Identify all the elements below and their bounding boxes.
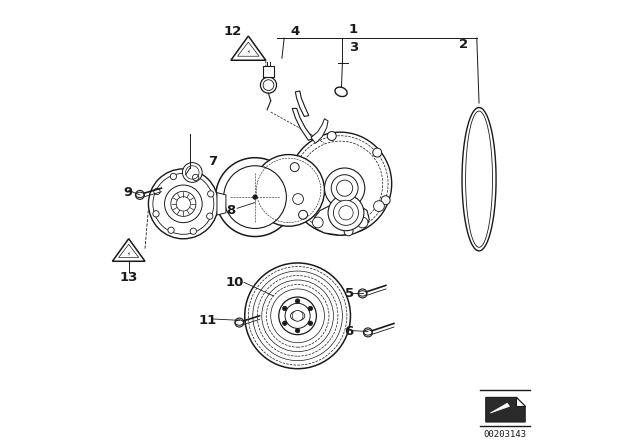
Text: 13: 13	[119, 271, 138, 284]
Circle shape	[364, 328, 372, 337]
Circle shape	[296, 328, 300, 333]
Circle shape	[308, 306, 313, 311]
Polygon shape	[311, 119, 328, 143]
Circle shape	[332, 175, 358, 202]
Circle shape	[327, 132, 336, 141]
Text: 2: 2	[459, 38, 468, 52]
Circle shape	[193, 174, 199, 181]
Polygon shape	[462, 108, 496, 251]
Polygon shape	[231, 36, 266, 60]
Text: 5: 5	[344, 287, 354, 300]
Circle shape	[374, 201, 385, 211]
Circle shape	[285, 303, 310, 328]
Circle shape	[253, 195, 257, 199]
Text: 1: 1	[349, 22, 358, 36]
Circle shape	[224, 166, 287, 228]
Circle shape	[190, 228, 196, 234]
Circle shape	[339, 206, 353, 220]
Circle shape	[279, 297, 316, 335]
Circle shape	[207, 213, 213, 219]
Text: 7: 7	[208, 155, 217, 168]
Circle shape	[296, 299, 300, 303]
Circle shape	[372, 148, 381, 157]
Text: ⚡: ⚡	[246, 50, 250, 55]
Text: 3: 3	[349, 40, 358, 54]
Ellipse shape	[136, 192, 144, 198]
Circle shape	[170, 173, 177, 180]
Circle shape	[253, 155, 324, 226]
Circle shape	[308, 321, 313, 325]
Circle shape	[148, 169, 218, 239]
Text: 6: 6	[344, 325, 354, 338]
Circle shape	[153, 211, 159, 217]
Polygon shape	[516, 397, 525, 406]
Polygon shape	[113, 239, 145, 261]
Circle shape	[358, 289, 367, 298]
Ellipse shape	[364, 330, 372, 335]
Circle shape	[136, 190, 145, 199]
Circle shape	[235, 318, 244, 327]
Polygon shape	[296, 91, 309, 116]
Circle shape	[282, 321, 287, 325]
Circle shape	[381, 196, 390, 205]
Ellipse shape	[291, 311, 305, 321]
Polygon shape	[315, 204, 369, 235]
Circle shape	[216, 158, 294, 237]
Circle shape	[357, 217, 368, 228]
Ellipse shape	[236, 320, 243, 325]
Circle shape	[290, 163, 299, 172]
Ellipse shape	[358, 291, 367, 296]
Circle shape	[328, 195, 364, 231]
Text: 9: 9	[124, 186, 133, 199]
Circle shape	[324, 168, 365, 208]
Circle shape	[312, 217, 323, 228]
Text: 00203143: 00203143	[484, 430, 527, 439]
Polygon shape	[490, 403, 509, 413]
Circle shape	[182, 163, 202, 182]
Circle shape	[337, 180, 353, 196]
Text: 10: 10	[226, 276, 244, 289]
Circle shape	[289, 132, 392, 235]
Circle shape	[207, 191, 214, 197]
Circle shape	[292, 194, 303, 204]
Circle shape	[282, 306, 287, 311]
Circle shape	[333, 200, 358, 225]
Polygon shape	[486, 397, 525, 422]
Circle shape	[299, 210, 308, 219]
Text: 4: 4	[291, 25, 300, 38]
Text: 11: 11	[199, 314, 217, 327]
Circle shape	[260, 77, 276, 93]
Circle shape	[168, 227, 174, 233]
Polygon shape	[217, 193, 226, 215]
Polygon shape	[263, 66, 274, 77]
Circle shape	[154, 189, 160, 195]
Text: ⚡: ⚡	[127, 251, 131, 257]
Circle shape	[292, 310, 303, 321]
Circle shape	[344, 227, 353, 236]
Text: 12: 12	[223, 25, 242, 38]
Text: 8: 8	[226, 204, 235, 217]
Polygon shape	[292, 108, 314, 140]
Circle shape	[244, 263, 351, 369]
